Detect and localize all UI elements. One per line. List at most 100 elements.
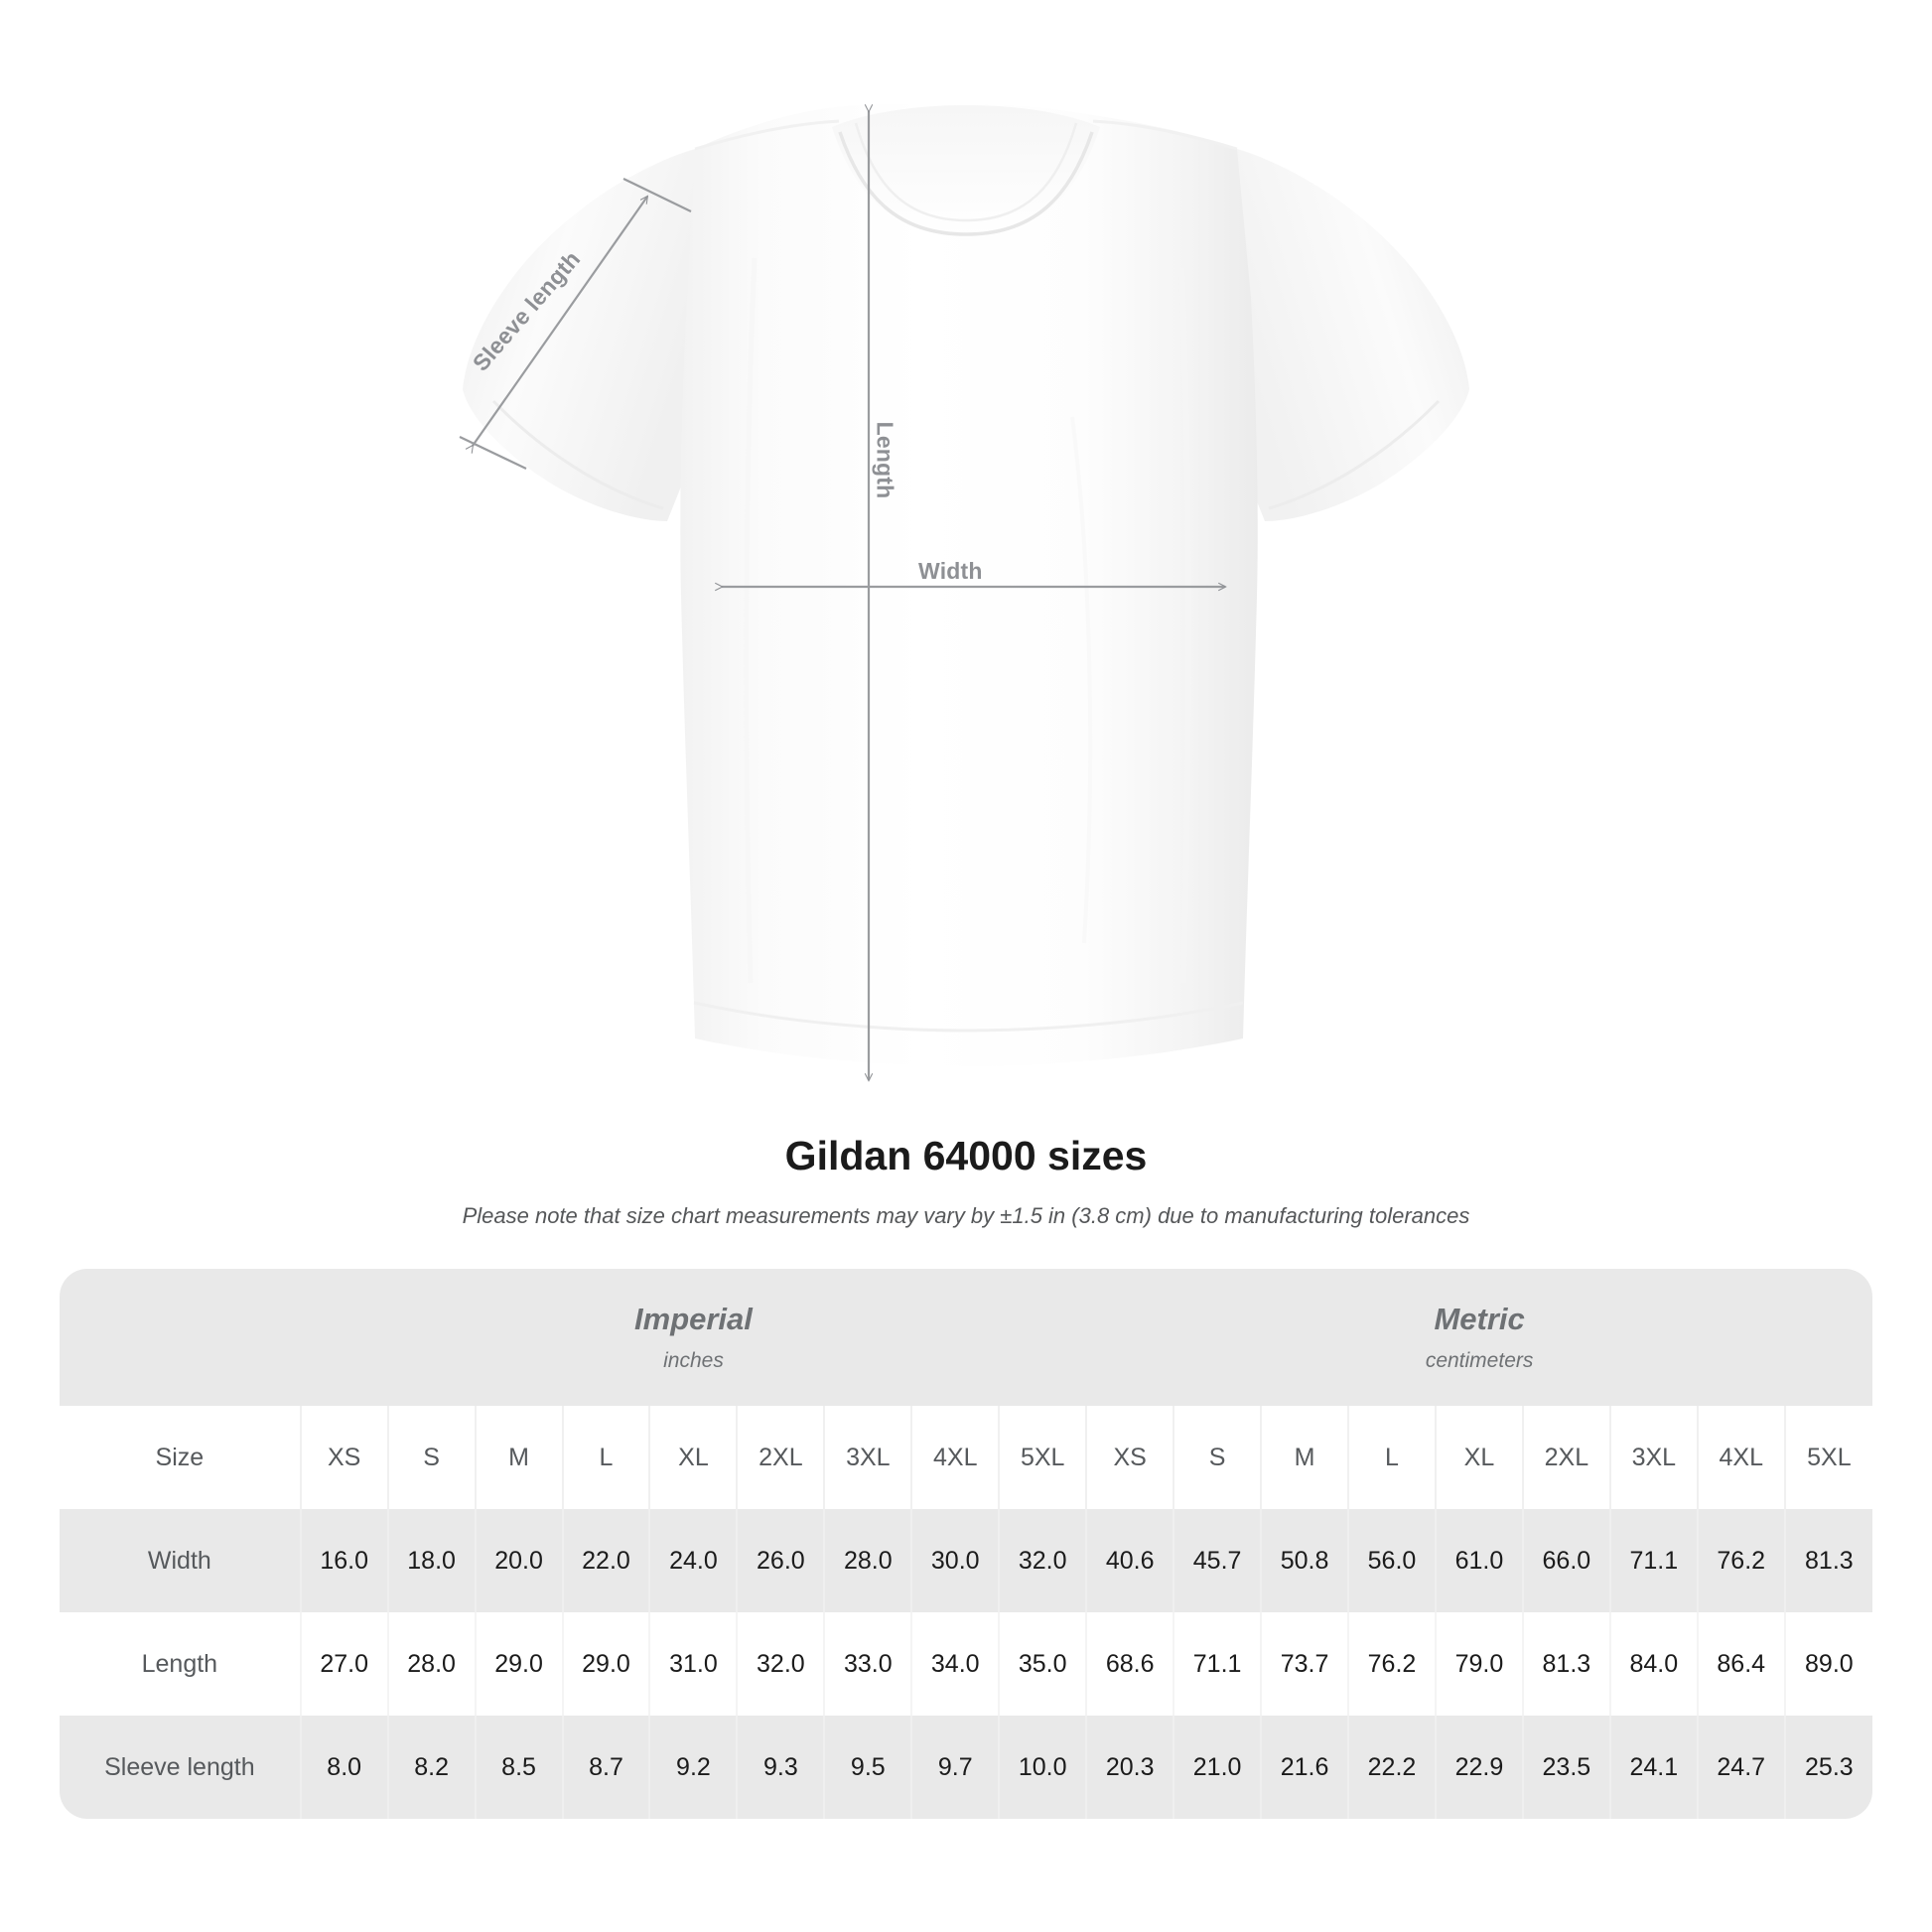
- chart-title-block: Gildan 64000 sizes Please note that size…: [0, 1132, 1932, 1231]
- size-column-header: 3XL: [823, 1406, 912, 1509]
- sleeve-length-measurement-arrow: [473, 197, 647, 446]
- measurement-cell: 76.2: [1347, 1612, 1436, 1716]
- measurement-row-label: Width: [60, 1509, 301, 1612]
- collar-ribbing: [854, 122, 1078, 222]
- shirt-body: [680, 103, 1258, 1067]
- measurement-cell: 32.0: [736, 1612, 825, 1716]
- tshirt-illustration: [459, 103, 1469, 1122]
- measurement-cell: 33.0: [823, 1612, 912, 1716]
- size-column-header: XS: [299, 1406, 388, 1509]
- measurement-cell: 9.5: [823, 1716, 912, 1819]
- size-column-header: L: [1347, 1406, 1436, 1509]
- measurement-cell: 28.0: [823, 1509, 912, 1612]
- measurement-cell: 10.0: [998, 1716, 1087, 1819]
- size-column-header: 3XL: [1608, 1406, 1698, 1509]
- right-shoulder-seam: [1092, 119, 1238, 151]
- size-column-header: 5XL: [998, 1406, 1087, 1509]
- size-column-header: S: [1173, 1406, 1262, 1509]
- size-column-header: XS: [1085, 1406, 1174, 1509]
- tshirt-diagram: Sleeve length Length Width: [459, 103, 1469, 1122]
- measurement-cell: 8.7: [561, 1716, 650, 1819]
- measurement-cell: 22.9: [1434, 1716, 1523, 1819]
- measurement-cell: 40.6: [1085, 1509, 1174, 1612]
- measurement-cell: 22.2: [1347, 1716, 1436, 1819]
- measurement-cell: 68.6: [1085, 1612, 1174, 1716]
- size-column-header: L: [561, 1406, 650, 1509]
- measurement-cell: 16.0: [299, 1509, 388, 1612]
- measurement-cell: 27.0: [299, 1612, 388, 1716]
- size-column-header: XL: [1434, 1406, 1523, 1509]
- measurement-cell: 25.3: [1783, 1716, 1872, 1819]
- unit-banner-row: Imperial inches Metric centimeters: [60, 1269, 1872, 1406]
- measurement-cell: 23.5: [1521, 1716, 1610, 1819]
- sleeve-top-cap: [622, 178, 692, 212]
- measurement-row-label: Length: [60, 1612, 301, 1716]
- size-chart-table-wrap: Imperial inches Metric centimeters Size XS S M L…: [60, 1269, 1872, 1819]
- measurement-cell: 84.0: [1608, 1612, 1698, 1716]
- measurement-cell: 24.7: [1696, 1716, 1785, 1819]
- measurement-cell: 56.0: [1347, 1509, 1436, 1612]
- measurement-cell: 89.0: [1783, 1612, 1872, 1716]
- measurement-cell: 24.1: [1608, 1716, 1698, 1819]
- size-column-header: 4XL: [1696, 1406, 1785, 1509]
- size-column-header: XL: [648, 1406, 738, 1509]
- unit-group-name: Imperial: [634, 1302, 753, 1337]
- measurement-cell: 86.4: [1696, 1612, 1785, 1716]
- measurement-cell: 9.7: [910, 1716, 1000, 1819]
- table-row: Width 16.0 18.0 20.0 22.0 24.0 26.0 28.0 30.0 32.…: [60, 1509, 1872, 1612]
- table-row: Sleeve length 8.0 8.2 8.5 8.7 9.2 9.3 9.5 9.7 10.…: [60, 1716, 1872, 1819]
- measurement-row-label: Sleeve length: [60, 1716, 301, 1819]
- measurement-cell: 9.3: [736, 1716, 825, 1819]
- unit-group-name: Metric: [1434, 1302, 1525, 1337]
- unit-group-metric: Metric centimeters: [1086, 1269, 1872, 1406]
- measurement-cell: 71.1: [1608, 1509, 1698, 1612]
- measurement-cell: 8.0: [299, 1716, 388, 1819]
- size-header-row: Size XS S M L XL 2XL 3XL 4XL 5XL XS S M L XL 2XL 3XL 4XL 5…: [60, 1406, 1872, 1509]
- size-column-header: 4XL: [910, 1406, 1000, 1509]
- sleeve-bottom-cap: [459, 436, 527, 470]
- left-shoulder-seam: [694, 119, 840, 151]
- measurement-cell: 18.0: [386, 1509, 476, 1612]
- fabric-fold-left: [744, 257, 758, 984]
- measurement-cell: 71.1: [1173, 1612, 1262, 1716]
- size-header-label: Size: [60, 1406, 301, 1509]
- measurement-cell: 9.2: [648, 1716, 738, 1819]
- size-column-header: M: [474, 1406, 563, 1509]
- measurement-cell: 31.0: [648, 1612, 738, 1716]
- measurement-cell: 8.2: [386, 1716, 476, 1819]
- size-column-header: 2XL: [736, 1406, 825, 1509]
- measurement-cell: 73.7: [1260, 1612, 1349, 1716]
- measurement-cell: 20.3: [1085, 1716, 1174, 1819]
- measurement-cell: 45.7: [1173, 1509, 1262, 1612]
- unit-group-unit: centimeters: [1425, 1348, 1534, 1372]
- right-sleeve-hem: [1268, 399, 1441, 510]
- width-label: Width: [918, 558, 983, 584]
- size-column-header: 5XL: [1783, 1406, 1872, 1509]
- measurement-cell: 30.0: [910, 1509, 1000, 1612]
- tolerance-note: Please note that size chart measurements…: [462, 1203, 1470, 1229]
- right-sleeve: [1237, 149, 1469, 521]
- measurement-cell: 29.0: [561, 1612, 650, 1716]
- collar: [832, 105, 1100, 236]
- size-column-header: M: [1260, 1406, 1349, 1509]
- measurement-cell: 24.0: [648, 1509, 738, 1612]
- fabric-fold-center: [1070, 416, 1093, 944]
- measurement-cell: 20.0: [474, 1509, 563, 1612]
- unit-group-unit: inches: [663, 1348, 724, 1372]
- measurement-cell: 21.6: [1260, 1716, 1349, 1819]
- page-title: Gildan 64000 sizes: [784, 1133, 1148, 1178]
- table-row: Length 27.0 28.0 29.0 29.0 31.0 32.0 33.0 34.0 35…: [60, 1612, 1872, 1716]
- size-column-header: S: [386, 1406, 476, 1509]
- measurement-cell: 34.0: [910, 1612, 1000, 1716]
- measurement-cell: 76.2: [1696, 1509, 1785, 1612]
- measurement-cell: 81.3: [1521, 1612, 1610, 1716]
- measurement-cell: 21.0: [1173, 1716, 1262, 1819]
- measurement-cell: 66.0: [1521, 1509, 1610, 1612]
- unit-banner-spacer: [60, 1269, 301, 1406]
- measurement-cell: 8.5: [474, 1716, 563, 1819]
- measurement-cell: 29.0: [474, 1612, 563, 1716]
- hem-seam: [693, 1001, 1244, 1033]
- measurement-cell: 22.0: [561, 1509, 650, 1612]
- measurement-cell: 81.3: [1783, 1509, 1872, 1612]
- measurement-cell: 35.0: [998, 1612, 1087, 1716]
